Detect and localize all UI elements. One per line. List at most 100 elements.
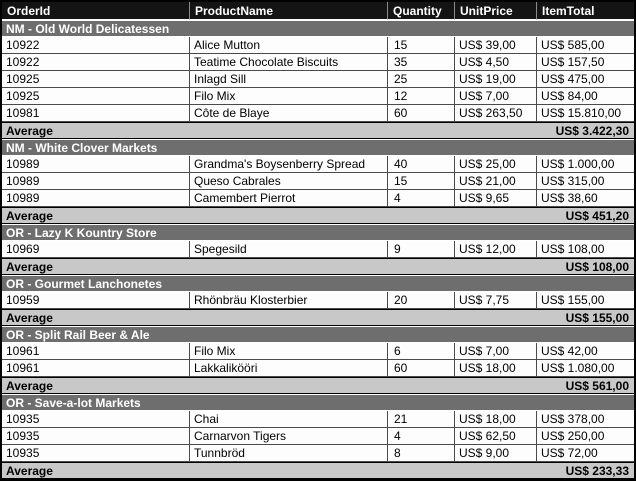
order-id-cell: 10989 [2,156,190,173]
product-name-cell: Filo Mix [190,88,388,105]
group-header-label: OR - Split Rail Beer & Ale [2,326,634,343]
unit-price-cell: US$ 62,50 [455,428,537,445]
order-id-cell: 10959 [2,292,190,309]
group-header-label: NM - Old World Delicatessen [2,20,634,37]
column-header-row: OrderId ProductName Quantity UnitPrice I… [2,2,634,20]
group-header-label: NM - White Clover Markets [2,139,634,156]
average-value: US$ 233,33 [537,462,634,479]
order-id-cell: 10981 [2,105,190,122]
average-label: Average [2,462,537,479]
quantity-cell: 6 [388,343,455,360]
order-id-cell: 10961 [2,360,190,377]
product-name-cell: Camembert Pierrot [190,190,388,207]
average-row: Average US$ 155,00 [2,309,634,326]
column-header-orderid: OrderId [2,2,190,20]
quantity-cell: 60 [388,105,455,122]
item-total-cell: US$ 72,00 [537,445,634,462]
item-total-cell: US$ 250,00 [537,428,634,445]
group-header-row: NM - Old World Delicatessen [2,20,634,37]
group-header-row: OR - Split Rail Beer & Ale [2,326,634,343]
average-row: Average US$ 451,20 [2,207,634,224]
table-row: 10961 Filo Mix 6 US$ 7,00 US$ 42,00 [2,343,634,360]
table-row: 10969 Spegesild 9 US$ 12,00 US$ 108,00 [2,241,634,258]
item-total-cell: US$ 1.000,00 [537,156,634,173]
order-id-cell: 10922 [2,54,190,71]
table-row: 10989 Grandma's Boysenberry Spread 40 US$ 2… [2,156,634,173]
table-row: 10922 Alice Mutton 15 US$ 39,00 US$ 585,00 [2,37,634,54]
table-row: 10989 Camembert Pierrot 4 US$ 9,65 US$ 38,60 [2,190,634,207]
quantity-cell: 35 [388,54,455,71]
item-total-cell: US$ 38,60 [537,190,634,207]
quantity-cell: 15 [388,173,455,190]
average-label: Average [2,122,537,139]
table-row: 10935 Carnarvon Tigers 4 US$ 62,50 US$ 250,0… [2,428,634,445]
unit-price-cell: US$ 18,00 [455,411,537,428]
order-id-cell: 10989 [2,173,190,190]
order-id-cell: 10961 [2,343,190,360]
average-value: US$ 3.422,30 [537,122,634,139]
quantity-cell: 15 [388,37,455,54]
group-header-row: OR - Save-a-lot Markets [2,394,634,411]
item-total-cell: US$ 84,00 [537,88,634,105]
item-total-cell: US$ 155,00 [537,292,634,309]
table-row: 10959 Rhönbräu Klosterbier 20 US$ 7,75 US$ 1… [2,292,634,309]
average-value: US$ 561,00 [537,377,634,394]
item-total-cell: US$ 315,00 [537,173,634,190]
table-row: 10989 Queso Cabrales 15 US$ 21,00 US$ 315,00 [2,173,634,190]
table-row: 10935 Chai 21 US$ 18,00 US$ 378,00 [2,411,634,428]
average-value: US$ 451,20 [537,207,634,224]
order-id-cell: 10925 [2,71,190,88]
item-total-cell: US$ 42,00 [537,343,634,360]
item-total-cell: US$ 1.080,00 [537,360,634,377]
average-value: US$ 108,00 [537,258,634,275]
unit-price-cell: US$ 4,50 [455,54,537,71]
group-header-row: NM - White Clover Markets [2,139,634,156]
group-header-row: OR - Lazy K Kountry Store [2,224,634,241]
product-name-cell: Lakkalikööri [190,360,388,377]
quantity-cell: 25 [388,71,455,88]
average-label: Average [2,258,537,275]
item-total-cell: US$ 15.810,00 [537,105,634,122]
average-label: Average [2,207,537,224]
table-row: 10925 Inlagd Sill 25 US$ 19,00 US$ 475,00 [2,71,634,88]
item-total-cell: US$ 378,00 [537,411,634,428]
average-row: Average US$ 108,00 [2,258,634,275]
unit-price-cell: US$ 19,00 [455,71,537,88]
quantity-cell: 12 [388,88,455,105]
group-header-row: OR - Gourmet Lanchonetes [2,275,634,292]
product-name-cell: Inlagd Sill [190,71,388,88]
order-id-cell: 10935 [2,411,190,428]
average-row: Average US$ 3.422,30 [2,122,634,139]
report-table-body: NM - Old World Delicatessen 10922 Alice Mu… [2,20,634,479]
average-value: US$ 155,00 [537,309,634,326]
quantity-cell: 8 [388,445,455,462]
unit-price-cell: US$ 263,50 [455,105,537,122]
unit-price-cell: US$ 21,00 [455,173,537,190]
order-id-cell: 10989 [2,190,190,207]
unit-price-cell: US$ 39,00 [455,37,537,54]
product-name-cell: Spegesild [190,241,388,258]
order-id-cell: 10925 [2,88,190,105]
unit-price-cell: US$ 7,75 [455,292,537,309]
order-id-cell: 10922 [2,37,190,54]
unit-price-cell: US$ 7,00 [455,343,537,360]
average-label: Average [2,309,537,326]
column-header-productname: ProductName [190,2,388,20]
group-header-label: OR - Lazy K Kountry Store [2,224,634,241]
quantity-cell: 40 [388,156,455,173]
product-name-cell: Filo Mix [190,343,388,360]
quantity-cell: 20 [388,292,455,309]
column-header-quantity: Quantity [388,2,455,20]
unit-price-cell: US$ 7,00 [455,88,537,105]
column-header-unitprice: UnitPrice [455,2,537,20]
quantity-cell: 60 [388,360,455,377]
column-header-itemtotal: ItemTotal [537,2,634,20]
product-name-cell: Teatime Chocolate Biscuits [190,54,388,71]
product-name-cell: Chai [190,411,388,428]
quantity-cell: 4 [388,428,455,445]
table-row: 10981 Côte de Blaye 60 US$ 263,50 US$ 15.810… [2,105,634,122]
table-row: 10961 Lakkalikööri 60 US$ 18,00 US$ 1.080,00 [2,360,634,377]
order-id-cell: 10935 [2,428,190,445]
